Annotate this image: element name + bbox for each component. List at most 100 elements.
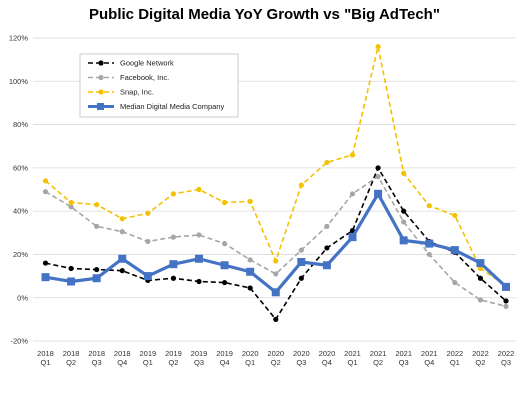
x-tick-label-quarter: Q4 <box>424 358 434 367</box>
series-1 <box>42 173 509 309</box>
data-point <box>450 246 459 255</box>
series-2 <box>42 44 509 289</box>
y-tick-label: 120% <box>9 34 29 43</box>
grid-lines <box>33 37 516 342</box>
series-line <box>45 167 507 321</box>
legend-swatch-marker <box>97 103 104 110</box>
data-point <box>426 203 432 209</box>
data-point <box>221 199 228 206</box>
data-point <box>68 265 74 272</box>
data-point <box>94 266 100 273</box>
data-point <box>374 189 383 198</box>
x-tick-label-quarter: Q4 <box>322 358 332 367</box>
x-tick-label-quarter: Q1 <box>450 358 460 367</box>
x-tick-label-year: 2019 <box>191 349 208 358</box>
data-point <box>298 247 304 253</box>
data-point <box>297 258 306 267</box>
data-point <box>349 191 356 197</box>
x-tick-label-year: 2020 <box>293 349 310 358</box>
data-point <box>349 152 356 158</box>
data-point <box>145 238 151 245</box>
x-tick-label-year: 2021 <box>344 349 361 358</box>
data-point <box>503 298 509 304</box>
x-tick-label-quarter: Q1 <box>143 358 153 367</box>
data-point <box>118 254 127 263</box>
data-point <box>324 223 330 229</box>
data-point <box>68 204 74 210</box>
x-tick-label-quarter: Q2 <box>168 358 178 367</box>
x-tick-label-quarter: Q2 <box>271 358 281 367</box>
x-tick-label-quarter: Q3 <box>92 358 102 367</box>
data-point <box>273 258 279 264</box>
data-point <box>170 234 177 240</box>
data-point <box>246 267 255 276</box>
x-tick-label-quarter: Q2 <box>66 358 76 367</box>
data-point <box>92 274 101 283</box>
data-point <box>452 279 458 286</box>
series-3 <box>41 189 510 297</box>
data-point <box>322 261 331 270</box>
data-point <box>375 44 381 50</box>
legend-label: Facebook, Inc. <box>120 73 169 82</box>
data-point <box>94 202 100 208</box>
data-point <box>452 212 458 219</box>
legend-swatch-marker <box>98 89 104 95</box>
data-point <box>196 186 202 193</box>
data-point <box>324 245 330 251</box>
axes: -20%0%20%40%60%80%100%120%2018Q12018Q220… <box>9 34 515 367</box>
x-tick-label-year: 2020 <box>319 349 336 358</box>
data-point <box>67 277 76 286</box>
x-tick-label-quarter: Q2 <box>373 358 383 367</box>
x-tick-label-year: 2019 <box>139 349 156 358</box>
x-tick-label-quarter: Q1 <box>347 358 357 367</box>
series-group <box>41 44 510 322</box>
x-tick-label-year: 2021 <box>370 349 387 358</box>
data-point <box>170 275 177 281</box>
x-tick-label-year: 2021 <box>395 349 412 358</box>
data-point <box>476 259 485 268</box>
legend-item: Median Digital Media Company <box>88 102 224 111</box>
y-tick-label: 0% <box>17 293 28 302</box>
data-point <box>196 278 202 285</box>
y-tick-label: 20% <box>13 250 28 259</box>
chart-title: Public Digital Media YoY Growth vs "Big … <box>89 6 440 23</box>
data-point <box>221 241 228 247</box>
data-point <box>196 232 202 238</box>
data-point <box>273 271 279 277</box>
x-tick-label-year: 2022 <box>446 349 463 358</box>
x-tick-label-quarter: Q2 <box>475 358 485 367</box>
data-point <box>271 288 280 297</box>
data-point <box>477 265 484 272</box>
data-point <box>42 178 49 184</box>
data-point <box>145 210 151 216</box>
data-point <box>375 173 381 180</box>
x-tick-label-quarter: Q3 <box>399 358 409 367</box>
data-point <box>426 251 432 258</box>
legend-label: Google Network <box>120 59 174 68</box>
legend-swatch-marker <box>98 74 104 81</box>
data-point <box>220 261 229 270</box>
x-tick-label-quarter: Q1 <box>245 358 255 367</box>
legend-label: Median Digital Media Company <box>120 102 224 111</box>
legend-label: Snap, Inc. <box>120 88 154 97</box>
data-point <box>94 223 100 229</box>
data-point <box>399 236 408 245</box>
x-tick-label-quarter: Q4 <box>220 358 230 367</box>
data-point <box>221 279 228 286</box>
legend-item: Google Network <box>88 59 174 68</box>
legend-swatch-marker <box>98 60 104 66</box>
data-point <box>375 165 381 171</box>
data-point <box>41 273 50 282</box>
data-point <box>247 285 253 291</box>
series-0 <box>42 165 509 322</box>
x-tick-label-quarter: Q3 <box>296 358 306 367</box>
data-point <box>348 233 357 242</box>
x-tick-label-year: 2018 <box>63 349 80 358</box>
data-point <box>401 219 407 225</box>
x-tick-label-quarter: Q4 <box>117 358 127 367</box>
data-point <box>503 303 509 309</box>
y-tick-label: 40% <box>13 207 28 216</box>
data-point <box>502 282 510 291</box>
y-tick-label: 60% <box>13 163 28 172</box>
